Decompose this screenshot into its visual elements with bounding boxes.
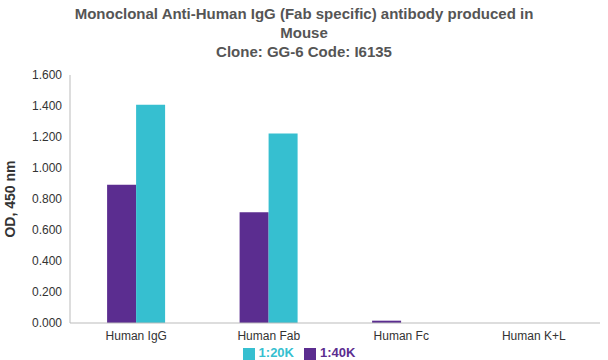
- svg-text:0.000: 0.000: [32, 316, 62, 330]
- svg-text:OD, 450 nm: OD, 450 nm: [8, 160, 18, 237]
- svg-text:1.600: 1.600: [32, 68, 62, 82]
- svg-text:1.000: 1.000: [32, 161, 62, 175]
- html-text:Monoclonal Anti-Human IgG (Fab: Monoclonal Anti-Human IgG (Fab specific)…: [74, 5, 534, 41]
- svg-text:0.200: 0.200: [32, 285, 62, 299]
- html-text:1:40K: 1:40K: [320, 345, 356, 360]
- svg-text:1.200: 1.200: [32, 130, 62, 144]
- html-text:1:20K: 1:20K: [258, 345, 294, 360]
- svg-text:Human IgG: Human IgG: [106, 329, 167, 343]
- svg-text:0.400: 0.400: [32, 254, 62, 268]
- svg-text:Human Fc: Human Fc: [374, 329, 429, 343]
- svg-text:Human K+L: Human K+L: [502, 329, 566, 343]
- svg-text:1.400: 1.400: [32, 99, 62, 113]
- svg-text:0.800: 0.800: [32, 192, 62, 206]
- svg-text:0.600: 0.600: [32, 223, 62, 237]
- html-text:Clone: GG-6 Code: I6135: Clone: GG-6 Code: I6135: [216, 43, 392, 60]
- svg-text:Human Fab: Human Fab: [237, 329, 300, 343]
